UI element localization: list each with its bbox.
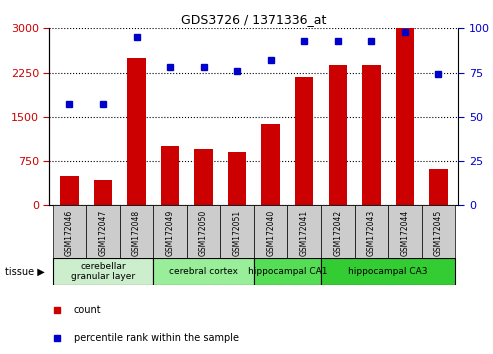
Bar xyxy=(395,28,414,205)
Bar xyxy=(60,176,79,205)
Text: count: count xyxy=(74,305,102,315)
Text: hippocampal CA1: hippocampal CA1 xyxy=(247,267,327,276)
Text: cerebellar
granular layer: cerebellar granular layer xyxy=(71,262,135,281)
Text: GSM172044: GSM172044 xyxy=(400,210,409,256)
Text: GSM172049: GSM172049 xyxy=(166,210,175,256)
Text: cerebral cortex: cerebral cortex xyxy=(169,267,238,276)
Bar xyxy=(220,205,254,260)
Bar xyxy=(287,205,321,260)
Bar xyxy=(295,77,314,205)
Text: GSM172042: GSM172042 xyxy=(333,210,342,256)
Bar xyxy=(120,205,153,260)
Bar xyxy=(94,180,112,205)
Bar xyxy=(86,205,120,260)
Title: GDS3726 / 1371336_at: GDS3726 / 1371336_at xyxy=(181,13,326,26)
Bar xyxy=(254,258,321,285)
Text: GSM172040: GSM172040 xyxy=(266,210,275,256)
Text: GSM172050: GSM172050 xyxy=(199,210,208,256)
Bar xyxy=(328,65,347,205)
Text: GSM172046: GSM172046 xyxy=(65,210,74,256)
Bar xyxy=(321,205,354,260)
Bar xyxy=(422,205,455,260)
Text: hippocampal CA3: hippocampal CA3 xyxy=(349,267,428,276)
Bar xyxy=(161,146,179,205)
Bar xyxy=(254,205,287,260)
Bar xyxy=(127,58,146,205)
Bar xyxy=(362,65,381,205)
Text: GSM172045: GSM172045 xyxy=(434,210,443,256)
Bar xyxy=(321,258,455,285)
Bar xyxy=(261,124,280,205)
Bar xyxy=(153,205,187,260)
Bar xyxy=(228,152,246,205)
Bar xyxy=(53,205,86,260)
Bar xyxy=(429,169,448,205)
Text: GSM172041: GSM172041 xyxy=(300,210,309,256)
Bar xyxy=(153,258,254,285)
Bar xyxy=(354,205,388,260)
Bar xyxy=(187,205,220,260)
Text: GSM172043: GSM172043 xyxy=(367,210,376,256)
Text: percentile rank within the sample: percentile rank within the sample xyxy=(74,333,239,343)
Bar xyxy=(388,205,422,260)
Text: GSM172048: GSM172048 xyxy=(132,210,141,256)
Text: GSM172051: GSM172051 xyxy=(233,210,242,256)
Text: tissue ▶: tissue ▶ xyxy=(5,267,45,277)
Bar xyxy=(53,258,153,285)
Bar xyxy=(194,149,213,205)
Text: GSM172047: GSM172047 xyxy=(99,210,107,256)
